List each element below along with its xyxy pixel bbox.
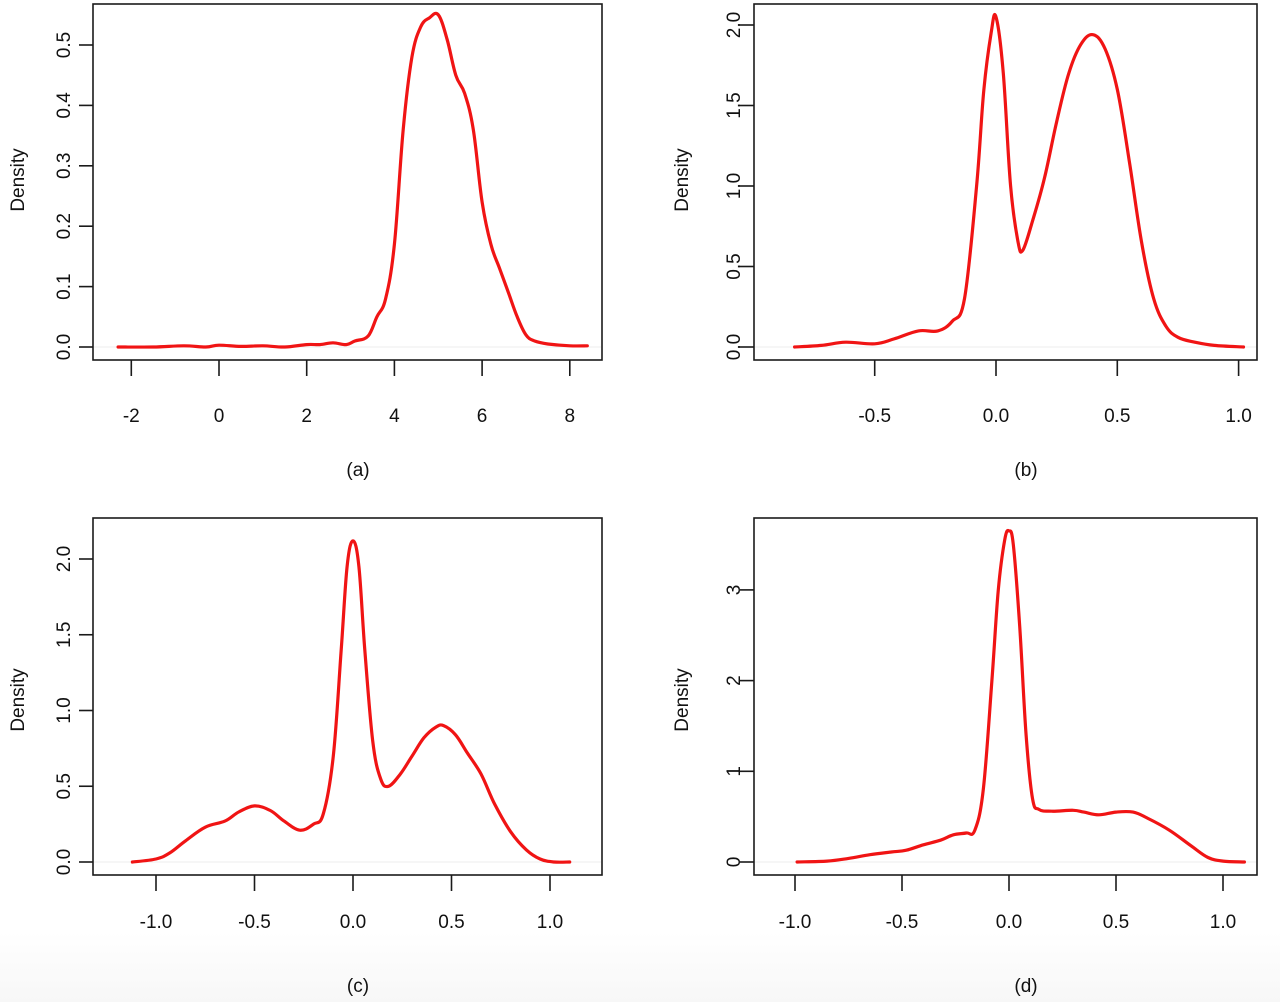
x-tick-label: 2 [301, 406, 312, 427]
y-tick-label: 0.0 [54, 849, 75, 875]
x-tick-label: -0.5 [238, 912, 271, 933]
x-tick-label: 8 [565, 406, 576, 427]
x-tick-label: 0.5 [1104, 406, 1130, 427]
panel-b: -0.5 0.0 0.5 1.0 0.0 0.5 1.0 1.5 2.0 Density (b) [672, 3, 1258, 481]
x-tick-label: -2 [123, 406, 140, 427]
density-curve [116, 11, 589, 349]
panel-caption: (d) [1014, 976, 1037, 997]
density-curve [130, 539, 572, 864]
panel-caption: (a) [346, 460, 369, 481]
y-tick-label: 0.5 [724, 253, 745, 279]
y-axis-label: Density [672, 148, 693, 212]
density-curve [793, 12, 1246, 349]
panel-caption: (b) [1014, 460, 1037, 481]
x-tick-label: 1.0 [1225, 406, 1251, 427]
plot-frame [753, 517, 1258, 876]
y-tick-label: 1.0 [54, 697, 75, 723]
x-tick-label: 4 [389, 406, 400, 427]
x-tick-label: 0.5 [1103, 912, 1129, 933]
panel-caption: (c) [347, 976, 369, 997]
y-tick-label: 0.1 [54, 273, 75, 299]
y-tick-label: 3 [724, 585, 745, 596]
y-tick-label: 0.5 [54, 32, 75, 58]
y-tick-label: 2 [724, 675, 745, 686]
y-tick-label: 0.0 [724, 334, 745, 360]
x-tick-label: 0.0 [340, 912, 366, 933]
y-tick-label: 0.3 [54, 153, 75, 179]
y-tick-label: 1.0 [724, 173, 745, 199]
x-tick-label: -0.5 [886, 912, 919, 933]
x-tick-label: -1.0 [779, 912, 812, 933]
x-tick-label: 0 [214, 406, 225, 427]
y-tick-label: 1.5 [54, 622, 75, 648]
x-tick-label: -1.0 [140, 912, 173, 933]
panel-d: -1.0 -0.5 0.0 0.5 1.0 0 1 2 3 Density (d) [672, 517, 1258, 997]
panel-a: -2 0 2 4 6 8 0.0 0.1 0.2 0.3 0.4 0.5 Density (a) [8, 3, 603, 481]
y-tick-label: 1.5 [724, 92, 745, 118]
panel-c: -1.0 -0.5 0.0 0.5 1.0 0.0 0.5 1.0 1.5 2.0 Density (… [8, 517, 603, 997]
x-tick-label: 0.5 [438, 912, 464, 933]
y-tick-label: 0 [724, 857, 745, 868]
y-axis-label: Density [672, 668, 693, 732]
density-curve [795, 528, 1246, 864]
x-tick-label: 0.0 [996, 912, 1022, 933]
y-axis-label: Density [8, 148, 29, 212]
y-tick-label: 0.0 [54, 334, 75, 360]
x-tick-label: 6 [477, 406, 488, 427]
plot-frame [92, 517, 603, 876]
y-tick-label: 1 [724, 766, 745, 777]
plot-frame [92, 3, 603, 361]
y-tick-label: 0.5 [54, 773, 75, 799]
plot-frame [753, 3, 1258, 361]
y-tick-label: 0.4 [54, 92, 75, 119]
x-tick-label: 0.0 [983, 406, 1009, 427]
y-axis-label: Density [8, 668, 29, 732]
y-tick-label: 0.2 [54, 213, 75, 239]
x-tick-label: 1.0 [1210, 912, 1236, 933]
y-tick-label: 2.0 [724, 12, 745, 38]
x-tick-label: -0.5 [858, 406, 891, 427]
x-tick-label: 1.0 [537, 912, 563, 933]
y-tick-label: 2.0 [54, 546, 75, 572]
